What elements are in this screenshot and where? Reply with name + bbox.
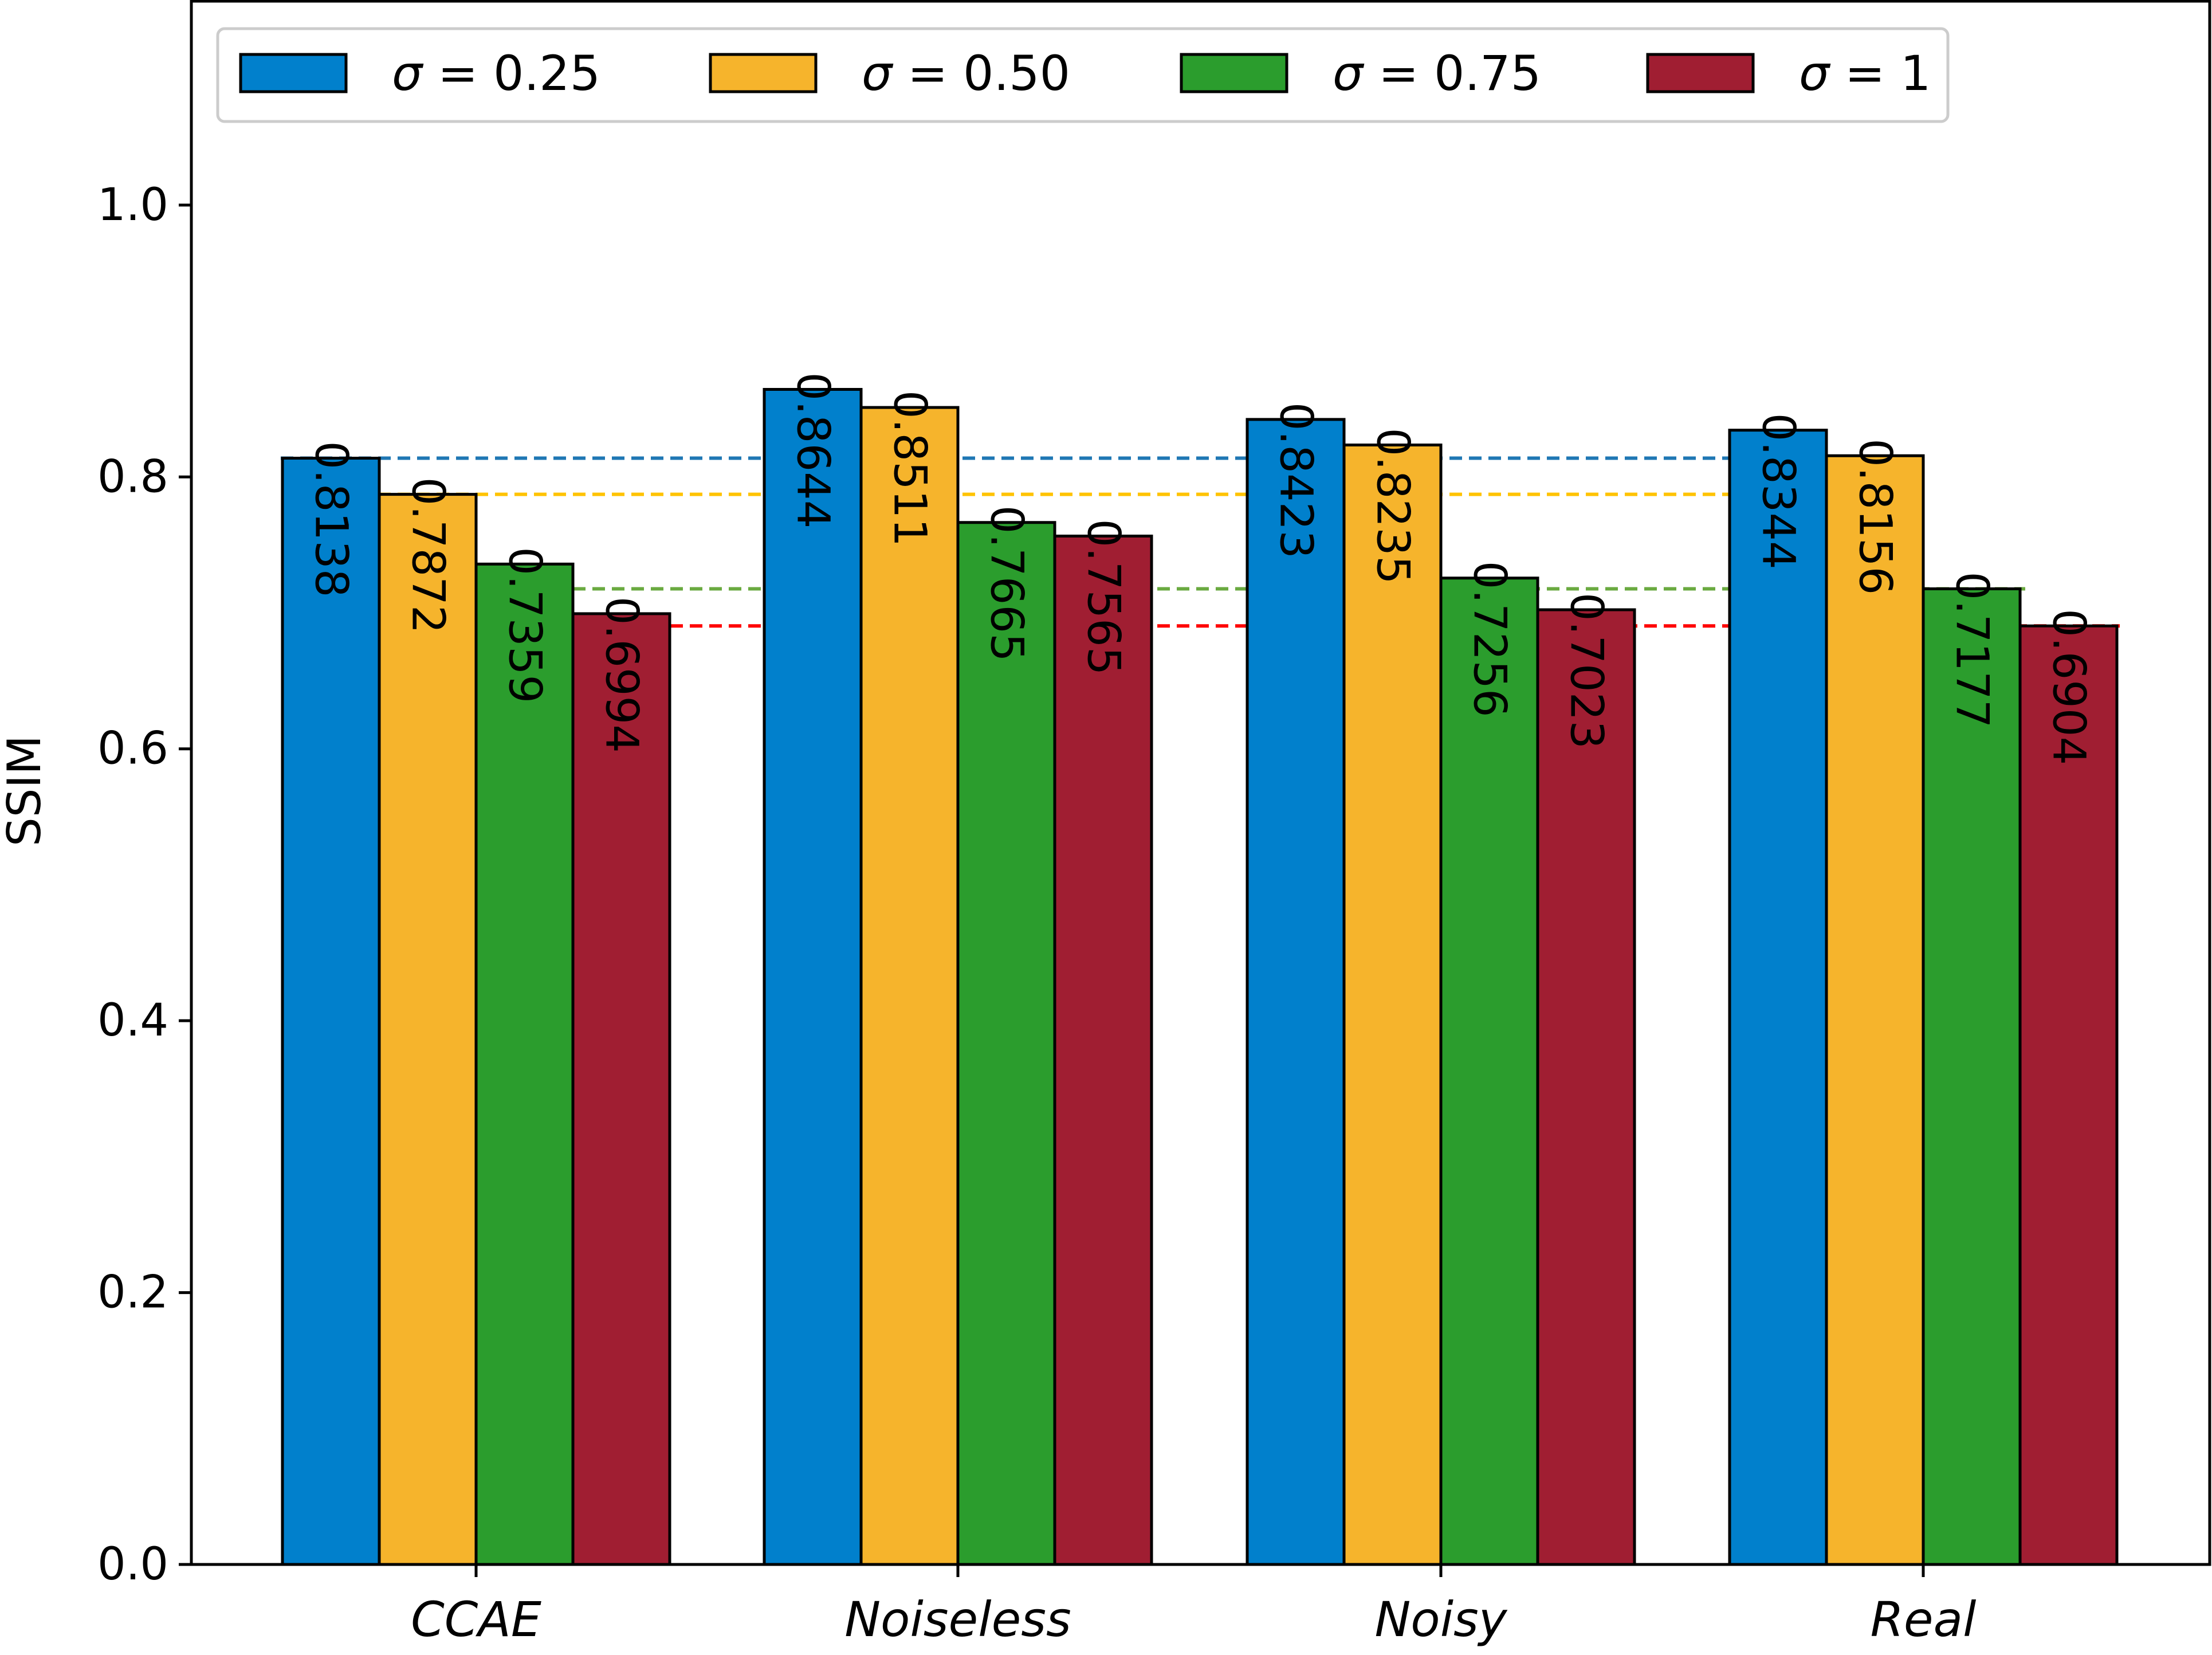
y-tick-label: 0.0	[97, 1539, 168, 1590]
value-label: 0.6904	[2043, 609, 2095, 765]
bar-ccae-series-3	[474, 562, 575, 1566]
value-label: 0.7023	[1561, 593, 1612, 749]
legend-swatch	[709, 53, 818, 93]
y-axis-ticks: 0.0 0.2 0.4 0.6 0.8 1.0	[97, 179, 191, 1590]
legend-label: σ = 0.25	[392, 45, 600, 101]
value-label: 0.7177	[1946, 571, 1998, 728]
value-label: 0.8511	[884, 390, 936, 547]
value-label: 0.7872	[402, 477, 454, 634]
bar-noisy-series-3	[1439, 576, 1539, 1566]
plot-frame	[190, 0, 2211, 1566]
x-tick-label-noisy: Noisy	[1374, 1591, 1507, 1648]
y-tick-label: 0.4	[97, 995, 168, 1046]
legend-label: σ = 1	[1799, 45, 1931, 101]
value-label: 0.8138	[305, 441, 357, 598]
bar-noisy-series-4	[1536, 608, 1636, 1566]
bar-ccae-series-4	[571, 612, 671, 1566]
x-tick-label-real: Real	[1871, 1591, 1977, 1648]
value-label: 0.7665	[981, 505, 1032, 662]
legend-swatch	[1646, 53, 1755, 93]
value-label: 0.7256	[1464, 561, 1515, 717]
legend-entry-series-3: σ = 0.75	[1180, 45, 1541, 101]
value-labels: 0.8138 0.8644 0.8423 0.8344 0.7872 0.8511 0.82…	[305, 372, 2095, 765]
value-label: 0.7565	[1078, 519, 1129, 675]
bar-real-series-4	[2018, 624, 2119, 1566]
x-tick-label-noiseless: Noiseless	[844, 1591, 1071, 1648]
legend-label: σ = 0.75	[1333, 45, 1541, 101]
y-axis-label: SSIM	[0, 735, 51, 846]
x-tick-label-ccae: CCAE	[411, 1591, 541, 1648]
legend-entry-series-4: σ = 1	[1646, 45, 1931, 101]
bar-noisy-series-2	[1342, 444, 1443, 1566]
bar-real-series-1	[1728, 429, 1828, 1566]
value-label: 0.8423	[1270, 402, 1322, 559]
y-tick-label: 0.8	[97, 451, 168, 503]
legend-label: σ = 0.50	[862, 45, 1070, 101]
legend-entry-series-2: σ = 0.50	[709, 45, 1070, 101]
y-tick-label: 1.0	[97, 179, 168, 231]
value-label: 0.8156	[1849, 438, 1901, 595]
bars	[281, 387, 2119, 1566]
bar-real-series-3	[1922, 587, 2022, 1566]
bar-noiseless-series-2	[859, 406, 960, 1566]
bar-ccae-series-2	[378, 493, 478, 1566]
value-label: 0.6994	[596, 597, 647, 753]
legend: σ = 0.25 σ = 0.50 σ = 0.75 σ = 1	[216, 27, 1950, 123]
legend-swatch	[239, 53, 348, 93]
bar-noiseless-series-4	[1053, 534, 1153, 1566]
bar-real-series-2	[1825, 454, 1925, 1566]
y-tick-label: 0.6	[97, 723, 168, 775]
bar-ccae-series-1	[281, 457, 381, 1566]
legend-swatch	[1180, 53, 1288, 93]
x-axis-ticks: CCAE Noiseless Noisy Real	[411, 1564, 1976, 1648]
value-label: 0.8344	[1753, 413, 1804, 570]
axes	[190, 0, 2211, 1566]
bar-noiseless-series-1	[763, 387, 863, 1566]
bar-noiseless-series-3	[956, 521, 1056, 1566]
legend-frame	[216, 27, 1950, 123]
y-tick-label: 0.2	[97, 1267, 168, 1319]
legend-entry-series-1: σ = 0.25	[239, 45, 600, 101]
bar-noisy-series-1	[1246, 418, 1346, 1566]
value-label: 0.8235	[1367, 428, 1419, 585]
value-label: 0.8644	[787, 372, 839, 528]
value-label: 0.7359	[499, 547, 551, 703]
